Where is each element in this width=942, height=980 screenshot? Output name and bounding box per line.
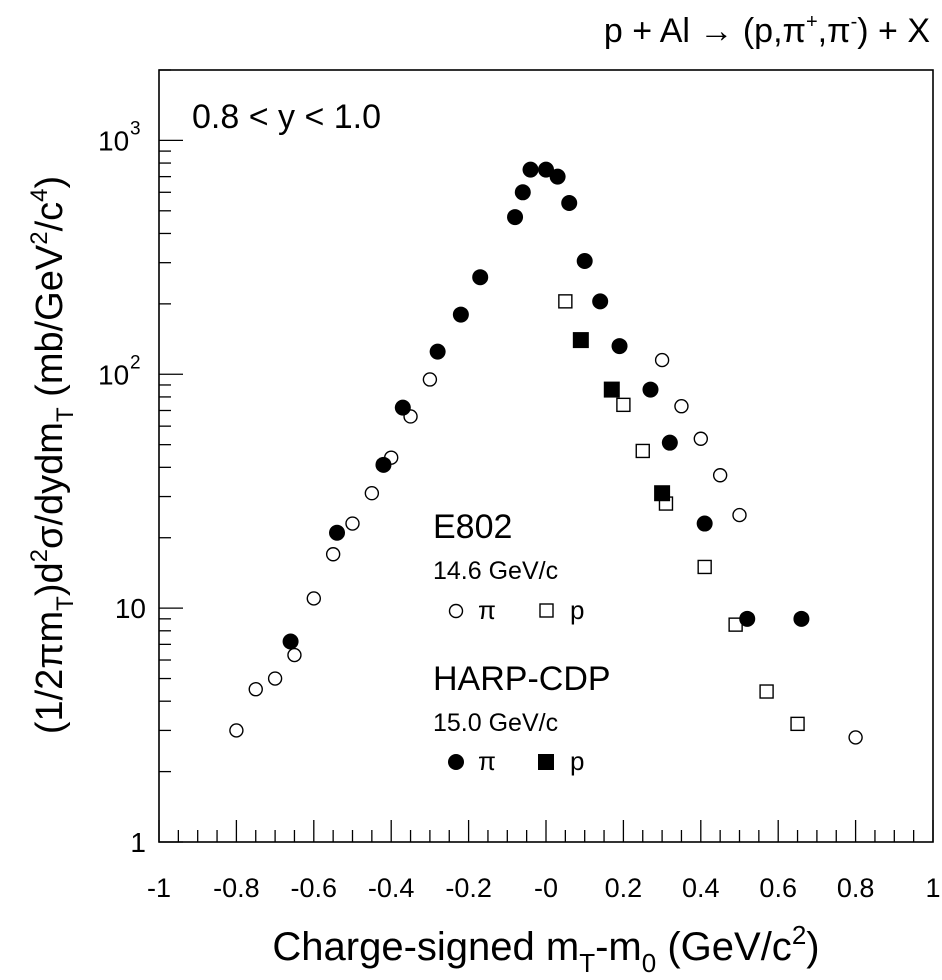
- harp-pion-point: [507, 209, 524, 226]
- harp-pion-point: [696, 515, 713, 532]
- e802-pion-point: [422, 372, 438, 387]
- harp-pion-point: [739, 610, 756, 627]
- e802-proton-point: [558, 294, 573, 309]
- legend-harp-momentum: 15.0 GeV/c: [433, 709, 558, 737]
- x-tick-label: 0.8: [837, 873, 875, 903]
- harp-pion-point: [592, 293, 609, 310]
- e802-pion-point: [654, 352, 670, 368]
- harp-proton-point: [572, 332, 589, 349]
- harp-proton-point: [603, 381, 620, 398]
- harp-pion-point: [472, 269, 489, 286]
- x-tick-label: 0.6: [759, 873, 797, 903]
- legend-e802-pi-label: π: [478, 595, 496, 625]
- data-markers: [229, 161, 863, 745]
- legend: E802 14.6 GeV/c π p HARP-CDP 15.0 GeV/c …: [433, 508, 611, 776]
- chart-title: p + Al → (p,π+,π-) + X: [604, 11, 930, 50]
- e802-pion-point: [712, 468, 728, 483]
- legend-e802-momentum: 14.6 GeV/c: [433, 557, 558, 585]
- x-tick-label: -0.8: [213, 873, 260, 903]
- e802-pion-point: [325, 547, 341, 562]
- x-tick-label: 0.4: [682, 873, 720, 903]
- legend-e802-pi-marker: [448, 603, 464, 619]
- harp-pion-point: [549, 168, 566, 185]
- x-axis: -1 -0.8 -0.6 -0.4 -0.2 -0 0.2 0.4 0.6 0.8 1: [147, 820, 941, 903]
- harp-proton-point: [654, 485, 671, 502]
- x-tick-label: -1: [147, 873, 171, 903]
- harp-pion-point: [793, 610, 810, 627]
- legend-harp-pi-label: π: [478, 746, 496, 776]
- harp-pion-point: [329, 524, 346, 541]
- e802-pion-point: [693, 431, 708, 446]
- e802-pion-point: [229, 723, 244, 738]
- x-tick-label: 1: [925, 873, 940, 903]
- e802-pion-point: [732, 507, 747, 523]
- legend-harp-p-marker: [538, 754, 554, 770]
- legend-harp-p-label: p: [570, 746, 584, 776]
- e802-pion-point: [287, 647, 302, 663]
- harp-pion-point: [661, 434, 678, 451]
- y-tick-label: 1: [130, 827, 146, 858]
- harp-pion-point: [429, 343, 446, 360]
- legend-harp-title: HARP-CDP: [433, 660, 611, 698]
- legend-e802-title: E802: [433, 508, 512, 546]
- e802-proton-point: [635, 443, 650, 459]
- x-tick-label: -0.2: [445, 873, 492, 903]
- e802-pion-point: [306, 591, 321, 606]
- harp-pion-point: [561, 194, 578, 211]
- harp-pion-point: [642, 381, 659, 398]
- y-tick-exponent: 3: [130, 118, 141, 139]
- y-tick-label: 10: [115, 593, 146, 624]
- harp-pion-point: [375, 456, 392, 473]
- e802-pion-point: [345, 516, 360, 531]
- e802-pion-point: [267, 671, 283, 686]
- e802-pion-point: [364, 486, 380, 501]
- rapidity-annotation: 0.8 < y < 1.0: [192, 98, 381, 136]
- harp-pion-point: [282, 633, 299, 650]
- e802-pion-point: [848, 730, 863, 745]
- legend-e802-p-label: p: [570, 595, 584, 625]
- x-tick-label: -0: [534, 873, 558, 903]
- harp-pion-point: [576, 253, 593, 270]
- harp-pion-point: [394, 399, 411, 416]
- x-axis-title: Charge-signed mT-m0 (GeV/c2): [272, 920, 819, 978]
- e802-proton-point: [697, 559, 712, 575]
- harp-pion-point: [452, 306, 469, 323]
- harp-pion-point: [522, 161, 539, 178]
- y-tick-label: 10: [98, 359, 129, 390]
- legend-e802-p-marker: [539, 603, 554, 618]
- x-tick-label: -0.4: [368, 873, 415, 903]
- e802-proton-point: [759, 684, 774, 699]
- harp-pion-point: [514, 184, 531, 201]
- x-tick-label: -0.6: [291, 873, 338, 903]
- y-tick-label: 10: [98, 125, 129, 156]
- e802-proton-point: [790, 716, 805, 732]
- e802-pion-point: [674, 399, 689, 414]
- harp-pion-point: [538, 161, 554, 178]
- legend-harp-pi-marker: [448, 754, 464, 770]
- e802-pion-point: [248, 682, 263, 697]
- e802-proton-point: [616, 397, 631, 413]
- x-tick-label: 0.2: [605, 873, 643, 903]
- harp-pion-point: [611, 338, 628, 355]
- y-tick-exponent: 2: [130, 352, 141, 373]
- y-axis-title: (1/2πmT)d2σ/dydmT (mb/GeV2/c4): [26, 176, 79, 734]
